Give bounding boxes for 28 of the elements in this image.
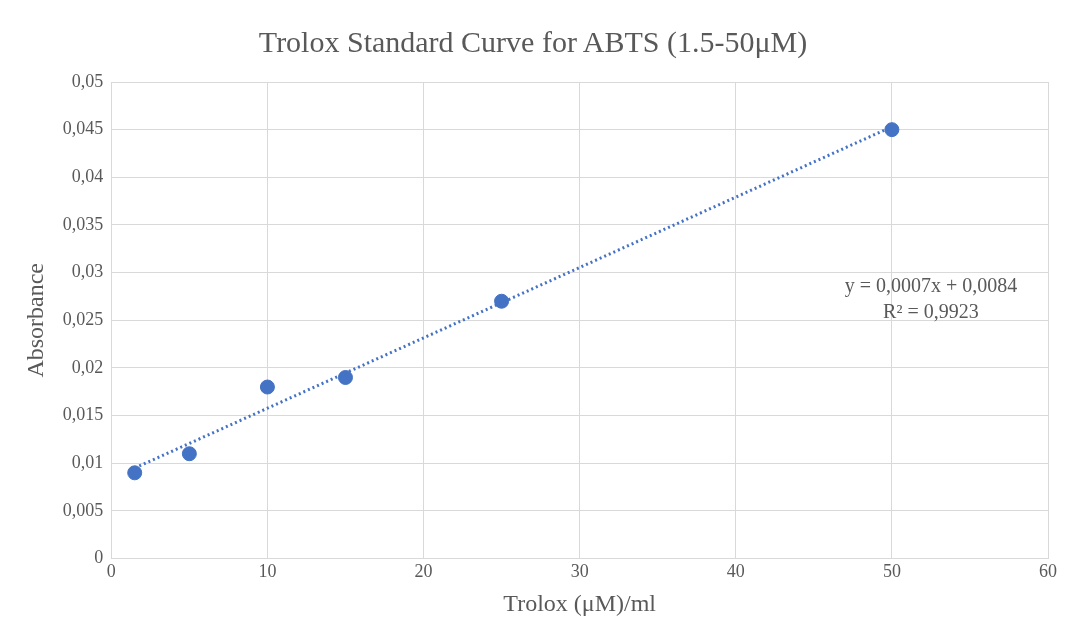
chart-title: Trolox Standard Curve for ABTS (1.5-50μM) xyxy=(258,24,808,59)
y-tick-label: 0,045 xyxy=(62,118,104,139)
y-tick-label: 0,015 xyxy=(62,404,104,425)
y-tick-label: 0,02 xyxy=(71,356,104,377)
y-tick-label: 0,035 xyxy=(62,213,104,234)
y-tick-label: 0,03 xyxy=(71,261,104,282)
point xyxy=(259,379,275,395)
point xyxy=(494,293,510,309)
x-tick-label: 10 xyxy=(258,561,277,582)
y-tick-label: 0,01 xyxy=(71,452,104,473)
x-tick-label: 60 xyxy=(1039,561,1057,582)
y-tick-label: 0,005 xyxy=(62,499,104,520)
y-tick-label: 0 xyxy=(94,547,104,568)
x-axis-title: Trolox (μM)/ml xyxy=(503,589,657,616)
point xyxy=(127,465,143,481)
y-axis-title: Absorbance xyxy=(21,262,48,378)
y-tick-label: 0,025 xyxy=(62,309,104,330)
x-tick-label: 50 xyxy=(882,561,901,582)
annotation: R² = 0,9923 xyxy=(883,300,979,323)
y-tick-label: 0,04 xyxy=(71,166,104,187)
x-tick-label: 30 xyxy=(570,561,589,582)
point xyxy=(181,446,197,462)
x-tick-label: 40 xyxy=(726,561,745,582)
point xyxy=(337,369,353,385)
annotation: y = 0,0007x + 0,0084 xyxy=(844,274,1018,298)
y-tick-label: 0,05 xyxy=(71,70,104,91)
x-tick-label: 20 xyxy=(414,561,433,582)
point xyxy=(884,122,900,138)
